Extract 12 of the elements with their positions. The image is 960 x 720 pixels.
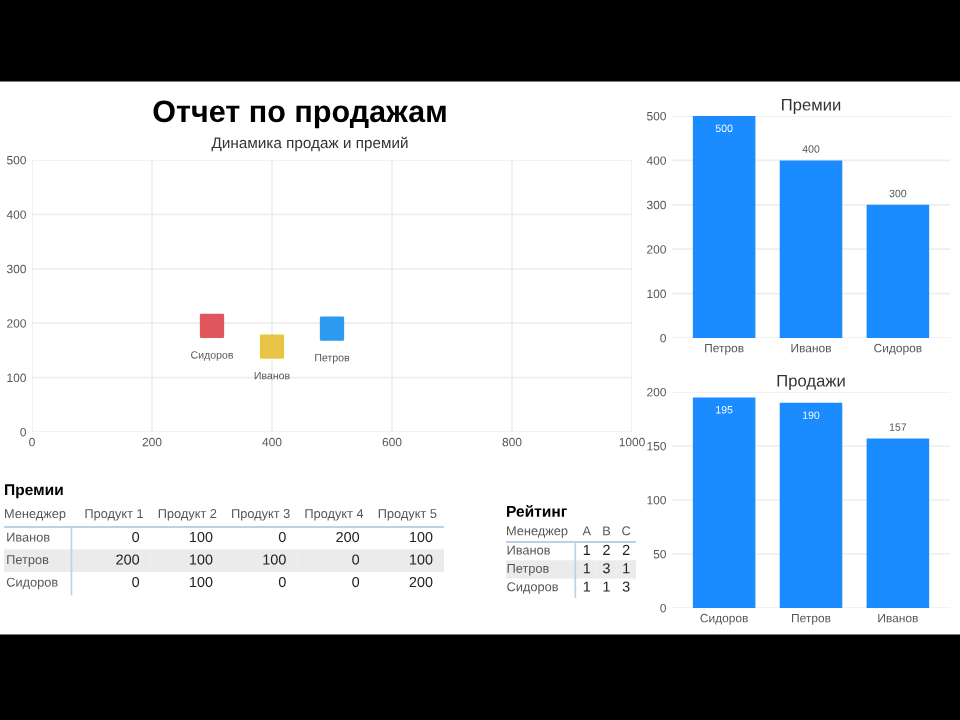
chart-title: Продажи [777, 374, 845, 390]
bar [692, 397, 756, 608]
point [259, 334, 285, 359]
bar [779, 160, 843, 338]
chart-title: Отчет по продажам [153, 100, 446, 129]
point [319, 316, 345, 341]
point [199, 313, 225, 339]
bar [692, 116, 756, 338]
bar [779, 402, 843, 608]
bar [866, 204, 930, 338]
bar [866, 438, 930, 608]
chart-title: Премии [782, 98, 841, 114]
